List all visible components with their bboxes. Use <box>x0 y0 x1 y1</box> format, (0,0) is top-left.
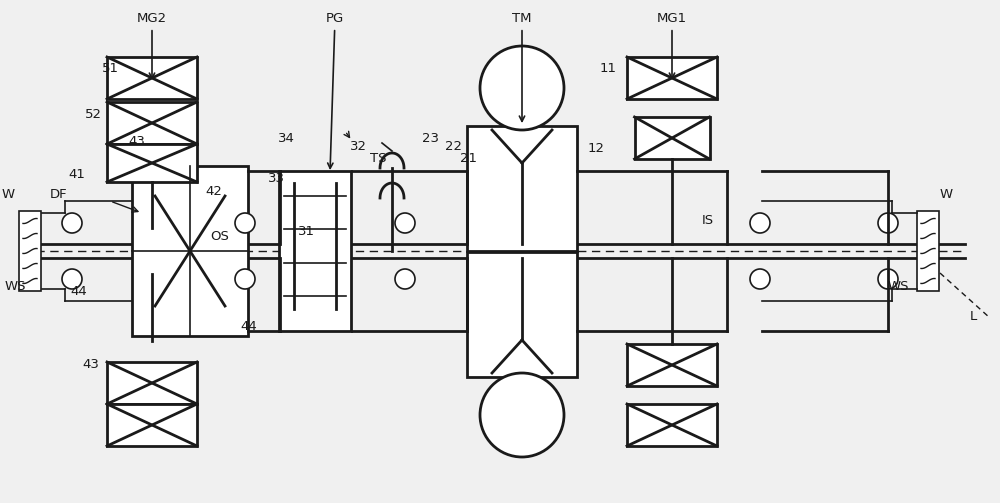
Text: 32: 32 <box>350 140 367 153</box>
Bar <box>627 57 717 99</box>
Bar <box>467 126 577 251</box>
Circle shape <box>750 213 770 233</box>
Bar <box>107 144 197 182</box>
Circle shape <box>878 269 898 289</box>
Bar <box>467 252 577 377</box>
Text: 34: 34 <box>278 132 295 145</box>
Bar <box>107 57 197 99</box>
Bar <box>107 362 197 404</box>
Circle shape <box>62 213 82 233</box>
Circle shape <box>395 269 415 289</box>
Bar <box>107 404 197 446</box>
Text: 31: 31 <box>298 225 315 238</box>
Bar <box>107 102 197 144</box>
Text: 22: 22 <box>445 140 462 153</box>
Text: TS: TS <box>370 152 386 165</box>
Bar <box>279 171 351 331</box>
Text: OS: OS <box>210 230 229 243</box>
Bar <box>627 404 717 446</box>
Text: W: W <box>2 188 15 201</box>
Circle shape <box>480 46 564 130</box>
Circle shape <box>62 269 82 289</box>
Text: WS: WS <box>888 280 910 293</box>
Bar <box>627 344 717 386</box>
Text: 44: 44 <box>70 285 87 298</box>
Text: WS: WS <box>5 280 26 293</box>
Circle shape <box>480 373 564 457</box>
Bar <box>19 211 41 291</box>
Text: 33: 33 <box>268 172 285 185</box>
Circle shape <box>235 213 255 233</box>
Text: 23: 23 <box>422 132 439 145</box>
Bar <box>132 166 248 336</box>
Text: IS: IS <box>702 214 714 227</box>
Text: 21: 21 <box>460 152 477 165</box>
Text: MG2: MG2 <box>137 12 167 78</box>
Text: PG: PG <box>326 12 344 169</box>
Circle shape <box>750 269 770 289</box>
Text: 51: 51 <box>102 62 119 75</box>
Text: 11: 11 <box>600 62 617 75</box>
Bar <box>917 211 939 291</box>
Text: W: W <box>940 188 953 201</box>
Text: MG1: MG1 <box>657 12 687 78</box>
Circle shape <box>878 213 898 233</box>
Text: 12: 12 <box>588 142 605 155</box>
Circle shape <box>235 269 255 289</box>
Text: 52: 52 <box>85 108 102 121</box>
Text: 41: 41 <box>68 168 85 181</box>
Text: DF: DF <box>50 188 68 201</box>
Text: 42: 42 <box>205 185 222 198</box>
Text: L: L <box>970 310 977 323</box>
Text: 44: 44 <box>240 320 257 333</box>
Bar <box>635 117 710 159</box>
Circle shape <box>395 213 415 233</box>
Text: 43: 43 <box>128 135 145 148</box>
Text: TM: TM <box>512 12 532 121</box>
Text: 43: 43 <box>82 358 99 371</box>
